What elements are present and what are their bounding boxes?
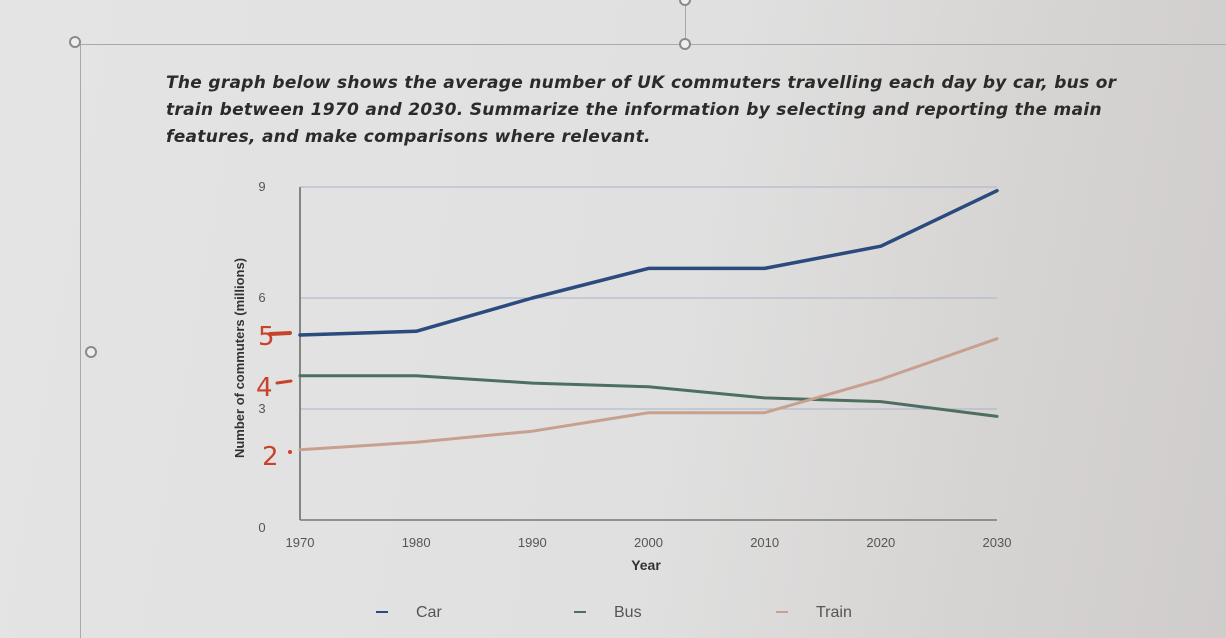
- y-tick-label: 9: [258, 179, 265, 194]
- axis-labels: Number of commuters (millions) Year: [232, 258, 661, 573]
- rotate-handle[interactable]: [679, 0, 691, 6]
- series-line-bus: [298, 374, 999, 418]
- handwritten-2: 2: [262, 442, 279, 472]
- x-tick-label: 2020: [866, 535, 895, 550]
- x-tick-label: 2010: [750, 535, 779, 550]
- legend-label-train: Train: [816, 604, 852, 621]
- x-tick-label: 1980: [402, 535, 431, 550]
- x-axis-label: Year: [631, 557, 661, 573]
- handwritten-5: 5: [258, 322, 275, 352]
- rotate-handle-stem: [685, 6, 686, 38]
- handwritten-4-dash: [275, 379, 293, 385]
- axes: [299, 187, 997, 521]
- gridlines: [300, 186, 997, 410]
- legend: Car Bus Train: [376, 604, 852, 621]
- resize-handle-middle-left[interactable]: [85, 346, 97, 358]
- legend-label-bus: Bus: [614, 604, 642, 621]
- handwritten-2-dot: [288, 450, 292, 454]
- slide-frame-top-border: [80, 44, 1226, 45]
- y-tick-label: 6: [258, 290, 265, 305]
- resize-handle-top-center[interactable]: [679, 38, 691, 50]
- y-tick-label: 0: [258, 520, 265, 535]
- y-tick-labels: 0 3 6 9: [258, 179, 265, 535]
- handwritten-5-dash: [268, 331, 292, 336]
- handwritten-4: 4: [256, 373, 273, 403]
- x-tick-label: 1970: [286, 535, 315, 550]
- x-tick-label: 2030: [983, 535, 1012, 550]
- series-line-car: [298, 188, 999, 337]
- resize-handle-top-left[interactable]: [69, 36, 81, 48]
- y-axis-label: Number of commuters (millions): [232, 258, 247, 458]
- series-line-train: [298, 337, 999, 452]
- x-tick-label: 1990: [518, 535, 547, 550]
- x-tick-labels: 1970 1980 1990 2000 2010 2020 2030: [286, 535, 1012, 550]
- handwritten-annotations: 5 4 2: [256, 322, 293, 472]
- y-tick-label: 3: [258, 401, 265, 416]
- x-tick-label: 2000: [634, 535, 663, 550]
- task-prompt: The graph below shows the average number…: [166, 73, 1117, 147]
- series-lines: [298, 188, 999, 452]
- legend-label-car: Car: [416, 604, 442, 621]
- slide-frame-left-border: [80, 44, 81, 638]
